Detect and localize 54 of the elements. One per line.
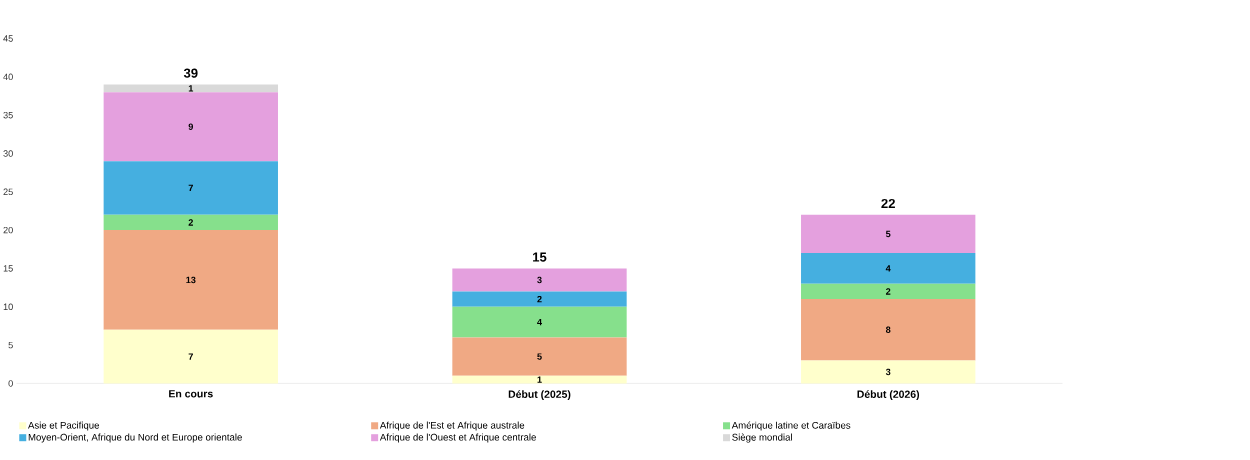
bar bbox=[452, 337, 627, 376]
legend-label: Asie et Pacifique bbox=[28, 421, 100, 431]
bar bbox=[801, 360, 976, 384]
data-label: 13 bbox=[186, 276, 196, 284]
data-label: 4 bbox=[885, 265, 891, 272]
y-tick-label: 30 bbox=[3, 150, 13, 157]
total-label: 22 bbox=[881, 199, 895, 209]
legend-label: Amérique latine et Caraïbes bbox=[731, 421, 851, 431]
x-tick-label: Début (2025) bbox=[508, 390, 571, 401]
y-tick-label: 0 bbox=[8, 380, 13, 387]
data-label: 7 bbox=[188, 353, 193, 360]
y-tick-label: 15 bbox=[3, 265, 13, 272]
legend-label: Siège mondial bbox=[732, 433, 792, 443]
bar bbox=[801, 215, 976, 254]
bar bbox=[103, 215, 278, 231]
legend-label: Afrique de l'Est et Afrique australe bbox=[379, 421, 525, 431]
data-label: 2 bbox=[885, 288, 891, 295]
bar bbox=[103, 329, 278, 384]
bar bbox=[801, 299, 976, 361]
data-label: 1 bbox=[188, 85, 194, 92]
bar bbox=[452, 268, 627, 292]
data-label: 7 bbox=[188, 185, 193, 192]
bar bbox=[103, 92, 278, 162]
y-tick-label: 5 bbox=[8, 342, 13, 349]
bar bbox=[452, 291, 627, 307]
x-tick-label: Début (2026) bbox=[857, 390, 920, 401]
x-tick-label: En cours bbox=[169, 390, 213, 398]
data-label: 1 bbox=[537, 376, 542, 383]
data-label: 4 bbox=[537, 319, 542, 326]
y-tick-label: 35 bbox=[3, 112, 13, 119]
data-label: 3 bbox=[885, 368, 891, 376]
data-label: 3 bbox=[537, 276, 542, 284]
bar bbox=[103, 230, 278, 330]
y-tick-label: 10 bbox=[3, 303, 13, 311]
data-label: 5 bbox=[885, 230, 891, 238]
legend-label: Afrique de l'Ouest et Afrique centrale bbox=[379, 433, 536, 443]
y-tick-label: 40 bbox=[3, 73, 13, 81]
y-tick-label: 45 bbox=[3, 35, 13, 42]
bar bbox=[801, 283, 976, 300]
total-label: 39 bbox=[183, 68, 198, 78]
bar bbox=[103, 161, 278, 216]
data-label: 2 bbox=[537, 296, 542, 303]
bar bbox=[103, 84, 278, 93]
data-label: 2 bbox=[188, 219, 193, 226]
bar bbox=[452, 375, 627, 384]
data-label: 8 bbox=[885, 326, 891, 334]
legend-label: Moyen-Orient, Afrique du Nord et Europe orientale bbox=[28, 433, 242, 443]
total-label: 15 bbox=[533, 252, 547, 262]
data-label: 5 bbox=[537, 353, 542, 360]
bar bbox=[801, 253, 976, 284]
y-tick-label: 20 bbox=[3, 227, 13, 234]
data-label: 9 bbox=[188, 123, 194, 131]
bar bbox=[452, 306, 627, 338]
y-tick-label: 25 bbox=[3, 188, 13, 196]
